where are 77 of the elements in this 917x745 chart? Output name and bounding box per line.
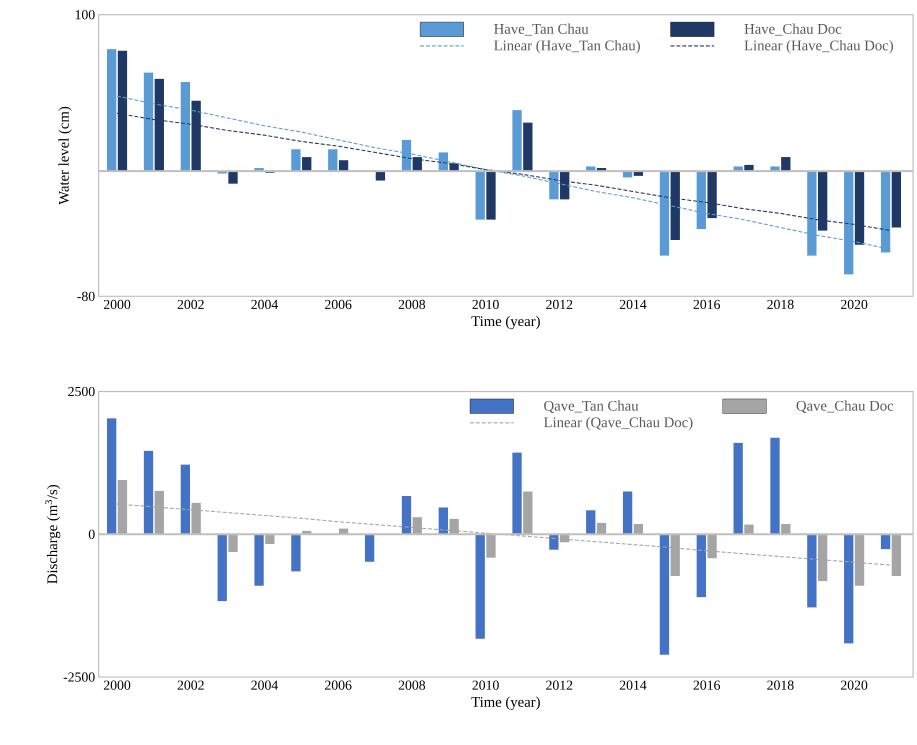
bar [807,534,817,608]
bar [549,171,559,200]
x-tick-label: 2018 [767,680,794,690]
bar [660,534,670,655]
x-tick-label: 2020 [840,680,868,690]
legend-label: Have_Chau Doc [744,24,842,36]
x-tick-label: 2020 [840,300,868,310]
bar [707,171,717,218]
bar [892,171,902,228]
bar [696,534,706,598]
bar [733,443,743,534]
legend-label: Qave_Tan Chau [544,400,638,414]
y-tick-label: 2500 [68,386,95,396]
bar [364,534,374,562]
x-tick-label: 2018 [767,300,794,310]
bar [622,492,632,534]
bar [402,496,412,534]
bar [512,452,522,534]
bar [106,418,116,534]
bar [486,171,496,220]
bar [486,534,496,558]
bar [844,534,854,644]
bar [560,171,570,200]
bar [634,524,644,534]
bar [291,149,301,172]
y-tick-label: -80 [77,292,95,302]
legend-label: Linear (Qave_Chau Doc) [544,417,692,430]
bar [696,171,706,230]
bar [254,534,264,586]
x-tick-label: 2000 [104,300,130,310]
bar [180,464,190,534]
x-tick-label: 2010 [472,300,499,310]
x-tick-label: 2012 [546,300,572,310]
bar [449,518,459,534]
bar [781,524,790,534]
x-tick-label: 2008 [398,680,426,690]
x-tick-label: 2002 [178,300,204,310]
x-tick-label: 2008 [398,300,426,310]
bar [523,122,532,172]
x-tick-label: 2012 [546,680,572,690]
bar [476,534,485,639]
bar [291,534,301,572]
x-tick-label: 2014 [620,300,647,310]
legend-label: Qave_Chau Doc [796,400,894,414]
x-tick-label: 2014 [620,680,647,690]
x-axis-title: Time (year) [471,696,540,710]
y-axis-title: Discharge (m$^{3}$/s) [45,485,60,584]
bar [218,534,227,602]
bar [228,534,238,552]
x-tick-label: 2004 [251,680,278,690]
bar [144,451,154,534]
x-tick-label: 2000 [104,680,130,690]
legend-label: Linear (Have_Chau Doc) [744,40,893,54]
x-tick-label: 2006 [325,300,352,310]
y-tick-label: -2500 [64,672,95,682]
y-axis-title: Water level (cm) [58,107,72,205]
bar [512,110,522,172]
bar [328,149,338,172]
legend-label: Linear (Have_Tan Chau) [494,40,640,54]
bar [476,171,485,220]
bar [707,534,717,558]
x-tick-label: 2002 [178,680,204,690]
x-tick-label: 2016 [694,680,720,690]
x-axis-title: Time (year) [471,316,540,330]
y-tick-label: 0 [88,530,95,540]
x-tick-label: 2010 [472,680,499,690]
x-tick-label: 2004 [251,300,278,310]
legend-label: Have_Tan Chau [494,24,588,36]
x-tick-label: 2016 [694,300,720,310]
x-tick-label: 2006 [325,680,352,690]
bar [412,517,422,534]
bar [586,510,596,534]
bar [770,438,780,534]
bar [523,492,532,534]
y-tick-label: 100 [76,10,95,20]
bar [438,508,448,534]
bar [744,524,754,534]
